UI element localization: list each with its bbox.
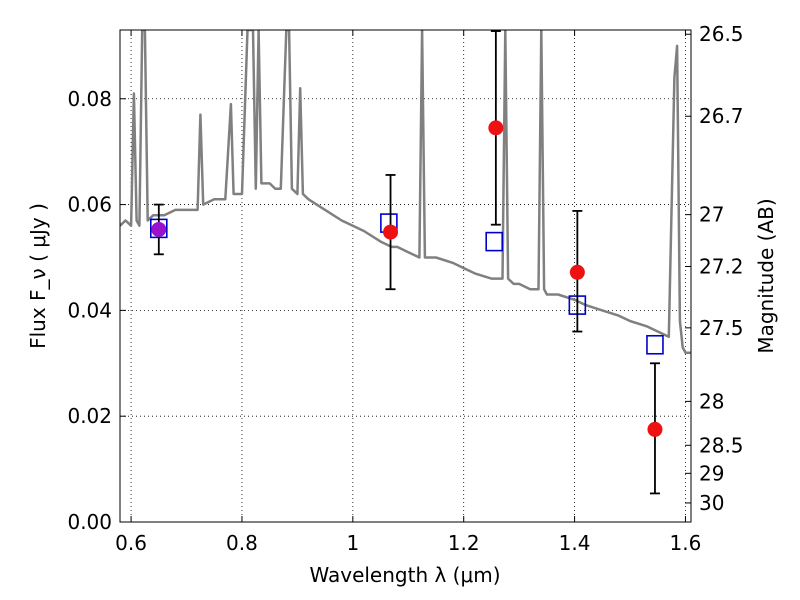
- y-tick-label: 0.02: [67, 404, 112, 428]
- model-square-point: [485, 231, 503, 252]
- y-tick-label: 0.00: [67, 510, 112, 534]
- plot-frame: [119, 29, 692, 523]
- observed-flux-point: [383, 224, 399, 240]
- right-tick-label: 27: [699, 203, 724, 227]
- tick-layer: 0.6 0.8 1 1.2 1.4 1.6 0.00 0.02 0.04 0.06 0.08 26.5…: [67, 22, 743, 555]
- x-tick-label: 0.6: [115, 531, 147, 555]
- plot-background: [120, 30, 691, 522]
- x-tick-label: 0.8: [226, 531, 258, 555]
- y-tick-label: 0.06: [67, 193, 112, 217]
- right-tick-label: 29: [699, 461, 724, 485]
- y-axis-label-right-group: Magnitude (AB): [754, 198, 778, 353]
- right-tick-label: 27.2: [699, 254, 744, 278]
- right-tick-label: 30: [699, 491, 724, 515]
- right-tick-label: 26.7: [699, 104, 744, 128]
- right-tick-label: 26.5: [699, 22, 744, 46]
- right-tick-label: 27.5: [699, 316, 744, 340]
- x-axis-label: Wavelength λ (μm): [309, 563, 500, 587]
- errorbar-layer: [151, 30, 663, 495]
- x-tick-label: 1: [346, 531, 359, 555]
- x-tick-label: 1.2: [448, 531, 480, 555]
- model-spectrum-line: [120, 30, 691, 354]
- y-tick-label: 0.08: [67, 87, 112, 111]
- right-tick-label: 28: [699, 389, 724, 413]
- y-axis-label-left-group: Flux F_ν ( μJy ): [26, 203, 50, 349]
- observed-flux-point: [647, 421, 663, 437]
- observed-flux-point: [488, 120, 504, 136]
- right-tick-label: 28.5: [699, 433, 744, 457]
- model-square-point: [646, 334, 664, 355]
- x-tick-label: 1.6: [670, 531, 702, 555]
- observed-flux-point: [569, 264, 585, 280]
- x-tick-label: 1.4: [559, 531, 591, 555]
- observed-flux-point: [151, 221, 167, 237]
- y-tick-label: 0.04: [67, 298, 112, 322]
- y-axis-label-right: Magnitude (AB): [754, 198, 778, 353]
- y-axis-label-left: Flux F_ν ( μJy ): [26, 203, 50, 349]
